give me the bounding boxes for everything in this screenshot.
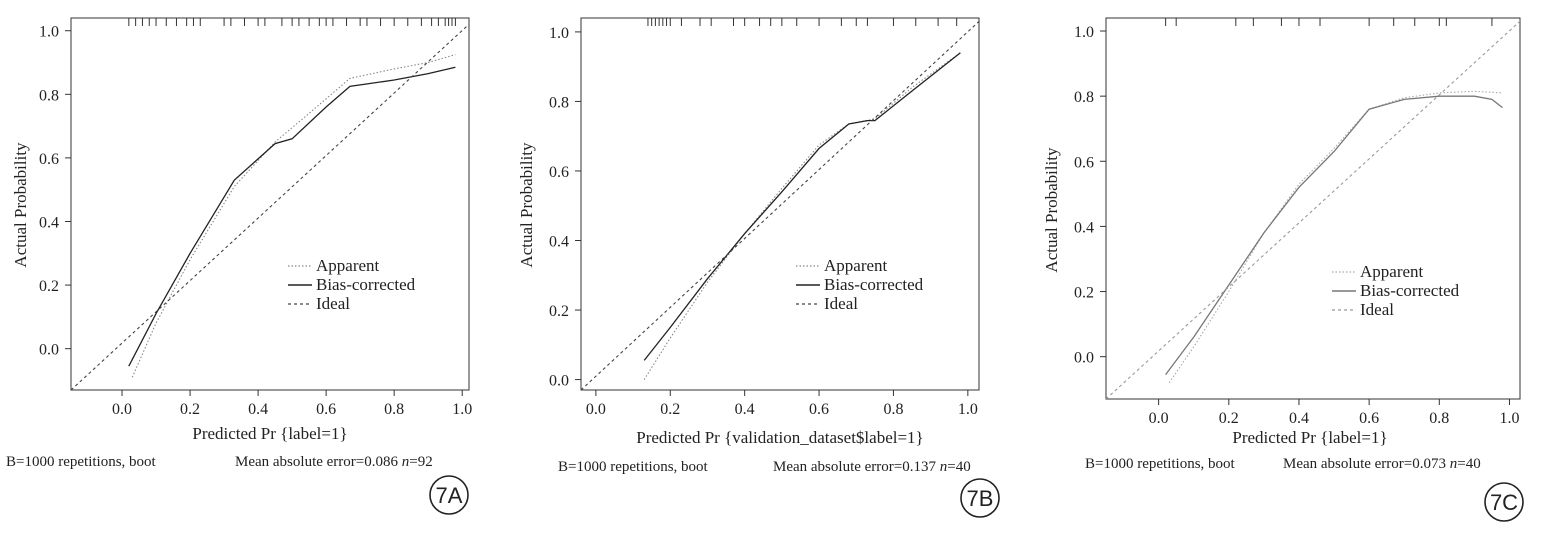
panel-label-badge: 7C [1484,482,1524,522]
panel-label-badge: 7A [429,475,469,515]
series-bias-corrected [128,66,456,367]
series-bias-corrected [1165,95,1503,375]
y-tick-label: 0.4 [549,234,569,251]
legend-label: Bias-corrected [1360,281,1460,300]
y-tick-label: 0.6 [549,164,569,181]
calibration-panel-7C: 0.0 0.2 0.4 0.6 0.8 1.0 0.0 0.2 0.4 0.6 0.8 1.0 Appa… [1042,17,1524,522]
footer-mean-absolute-error: Mean absolute error=0.086 n=92 [235,454,433,470]
legend-label: Ideal [1360,300,1394,319]
x-tick-label: 0.8 [384,401,404,418]
badge-circle [960,478,1000,518]
footer-repetitions: B=1000 repetitions, boot [1085,456,1236,472]
series-apparent [1168,90,1503,384]
legend-label: Bias-corrected [824,275,924,294]
badge-text: 7B [967,486,994,511]
x-tick-label: 1.0 [452,401,472,418]
legend-label: Bias-corrected [316,275,416,294]
series-apparent [131,54,456,378]
y-tick-label: 1.0 [39,24,59,41]
x-tick-label: 0.0 [586,401,606,418]
badge-circle [429,475,469,515]
badge-text: 7C [1490,490,1518,515]
x-tick-label: 0.6 [1359,410,1379,427]
series-apparent [643,52,961,380]
y-tick-label: 0.2 [1074,285,1094,302]
x-tick-label: 0.0 [112,401,132,418]
y-tick-label: 0.6 [39,151,59,168]
x-axis-title: Predicted Pr {label=1} [192,424,347,443]
y-tick-label: 0.2 [549,303,569,320]
x-tick-label: 0.6 [809,401,829,418]
y-tick-label: 0.8 [549,94,569,111]
x-tick-label: 0.2 [660,401,680,418]
x-tick-label: 1.0 [1499,410,1519,427]
footer-mean-absolute-error: Mean absolute error=0.073 n=40 [1283,456,1481,472]
y-axis-title: Actual Probability [11,142,30,268]
y-tick-label: 0.4 [1074,219,1094,236]
x-axis-title: Predicted Pr {label=1} [1232,428,1387,447]
x-tick-label: 0.4 [735,401,755,418]
x-tick-label: 0.2 [180,401,200,418]
y-tick-label: 0.0 [1074,350,1094,367]
y-tick-label: 0.4 [39,214,59,231]
y-tick-label: 0.0 [39,342,59,359]
y-axis-title: Actual Probability [1042,147,1061,273]
y-axis-title: Actual Probability [517,142,536,268]
plot-frame [580,17,980,391]
plot-frame [70,17,470,391]
calibration-panel-7A: 0.0 0.2 0.4 0.6 0.8 1.0 0.0 0.2 0.4 0.6 0.8 1.0 Appa… [6,17,472,515]
y-tick-label: 1.0 [549,25,569,42]
badge-text: 7A [436,483,463,508]
y-tick-label: 0.8 [1074,89,1094,106]
x-tick-label: 0.6 [316,401,336,418]
series-bias-corrected [643,52,961,361]
footer-repetitions: B=1000 repetitions, boot [558,459,709,475]
footer-mean-absolute-error: Mean absolute error=0.137 n=40 [773,459,971,475]
calibration-panel-7B: 0.0 0.2 0.4 0.6 0.8 1.0 0.0 0.2 0.4 0.6 0.8 1.0 Appa… [517,17,1000,518]
series-ideal [1106,20,1520,399]
x-tick-label: 0.2 [1219,410,1239,427]
legend-label: Apparent [316,256,380,275]
legend-label: Ideal [316,294,350,313]
x-tick-label: 0.4 [1289,410,1309,427]
series-ideal [581,20,979,390]
y-tick-label: 1.0 [1074,24,1094,41]
y-tick-label: 0.8 [39,87,59,104]
x-tick-label: 1.0 [958,401,978,418]
y-tick-label: 0.0 [549,373,569,390]
badge-circle [1484,482,1524,522]
panel-label-badge: 7B [960,478,1000,518]
footer-repetitions: B=1000 repetitions, boot [6,454,157,470]
legend-label: Apparent [824,256,888,275]
series-ideal [71,23,469,390]
x-tick-label: 0.0 [1149,410,1169,427]
y-tick-label: 0.2 [39,278,59,295]
x-tick-label: 0.8 [1429,410,1449,427]
y-tick-label: 0.6 [1074,154,1094,171]
x-axis-title: Predicted Pr {validation_dataset$label=1… [636,428,923,447]
legend-label: Ideal [824,294,858,313]
x-tick-label: 0.8 [883,401,903,418]
x-tick-label: 0.4 [248,401,268,418]
plot-frame [1105,17,1521,400]
legend-label: Apparent [1360,262,1424,281]
